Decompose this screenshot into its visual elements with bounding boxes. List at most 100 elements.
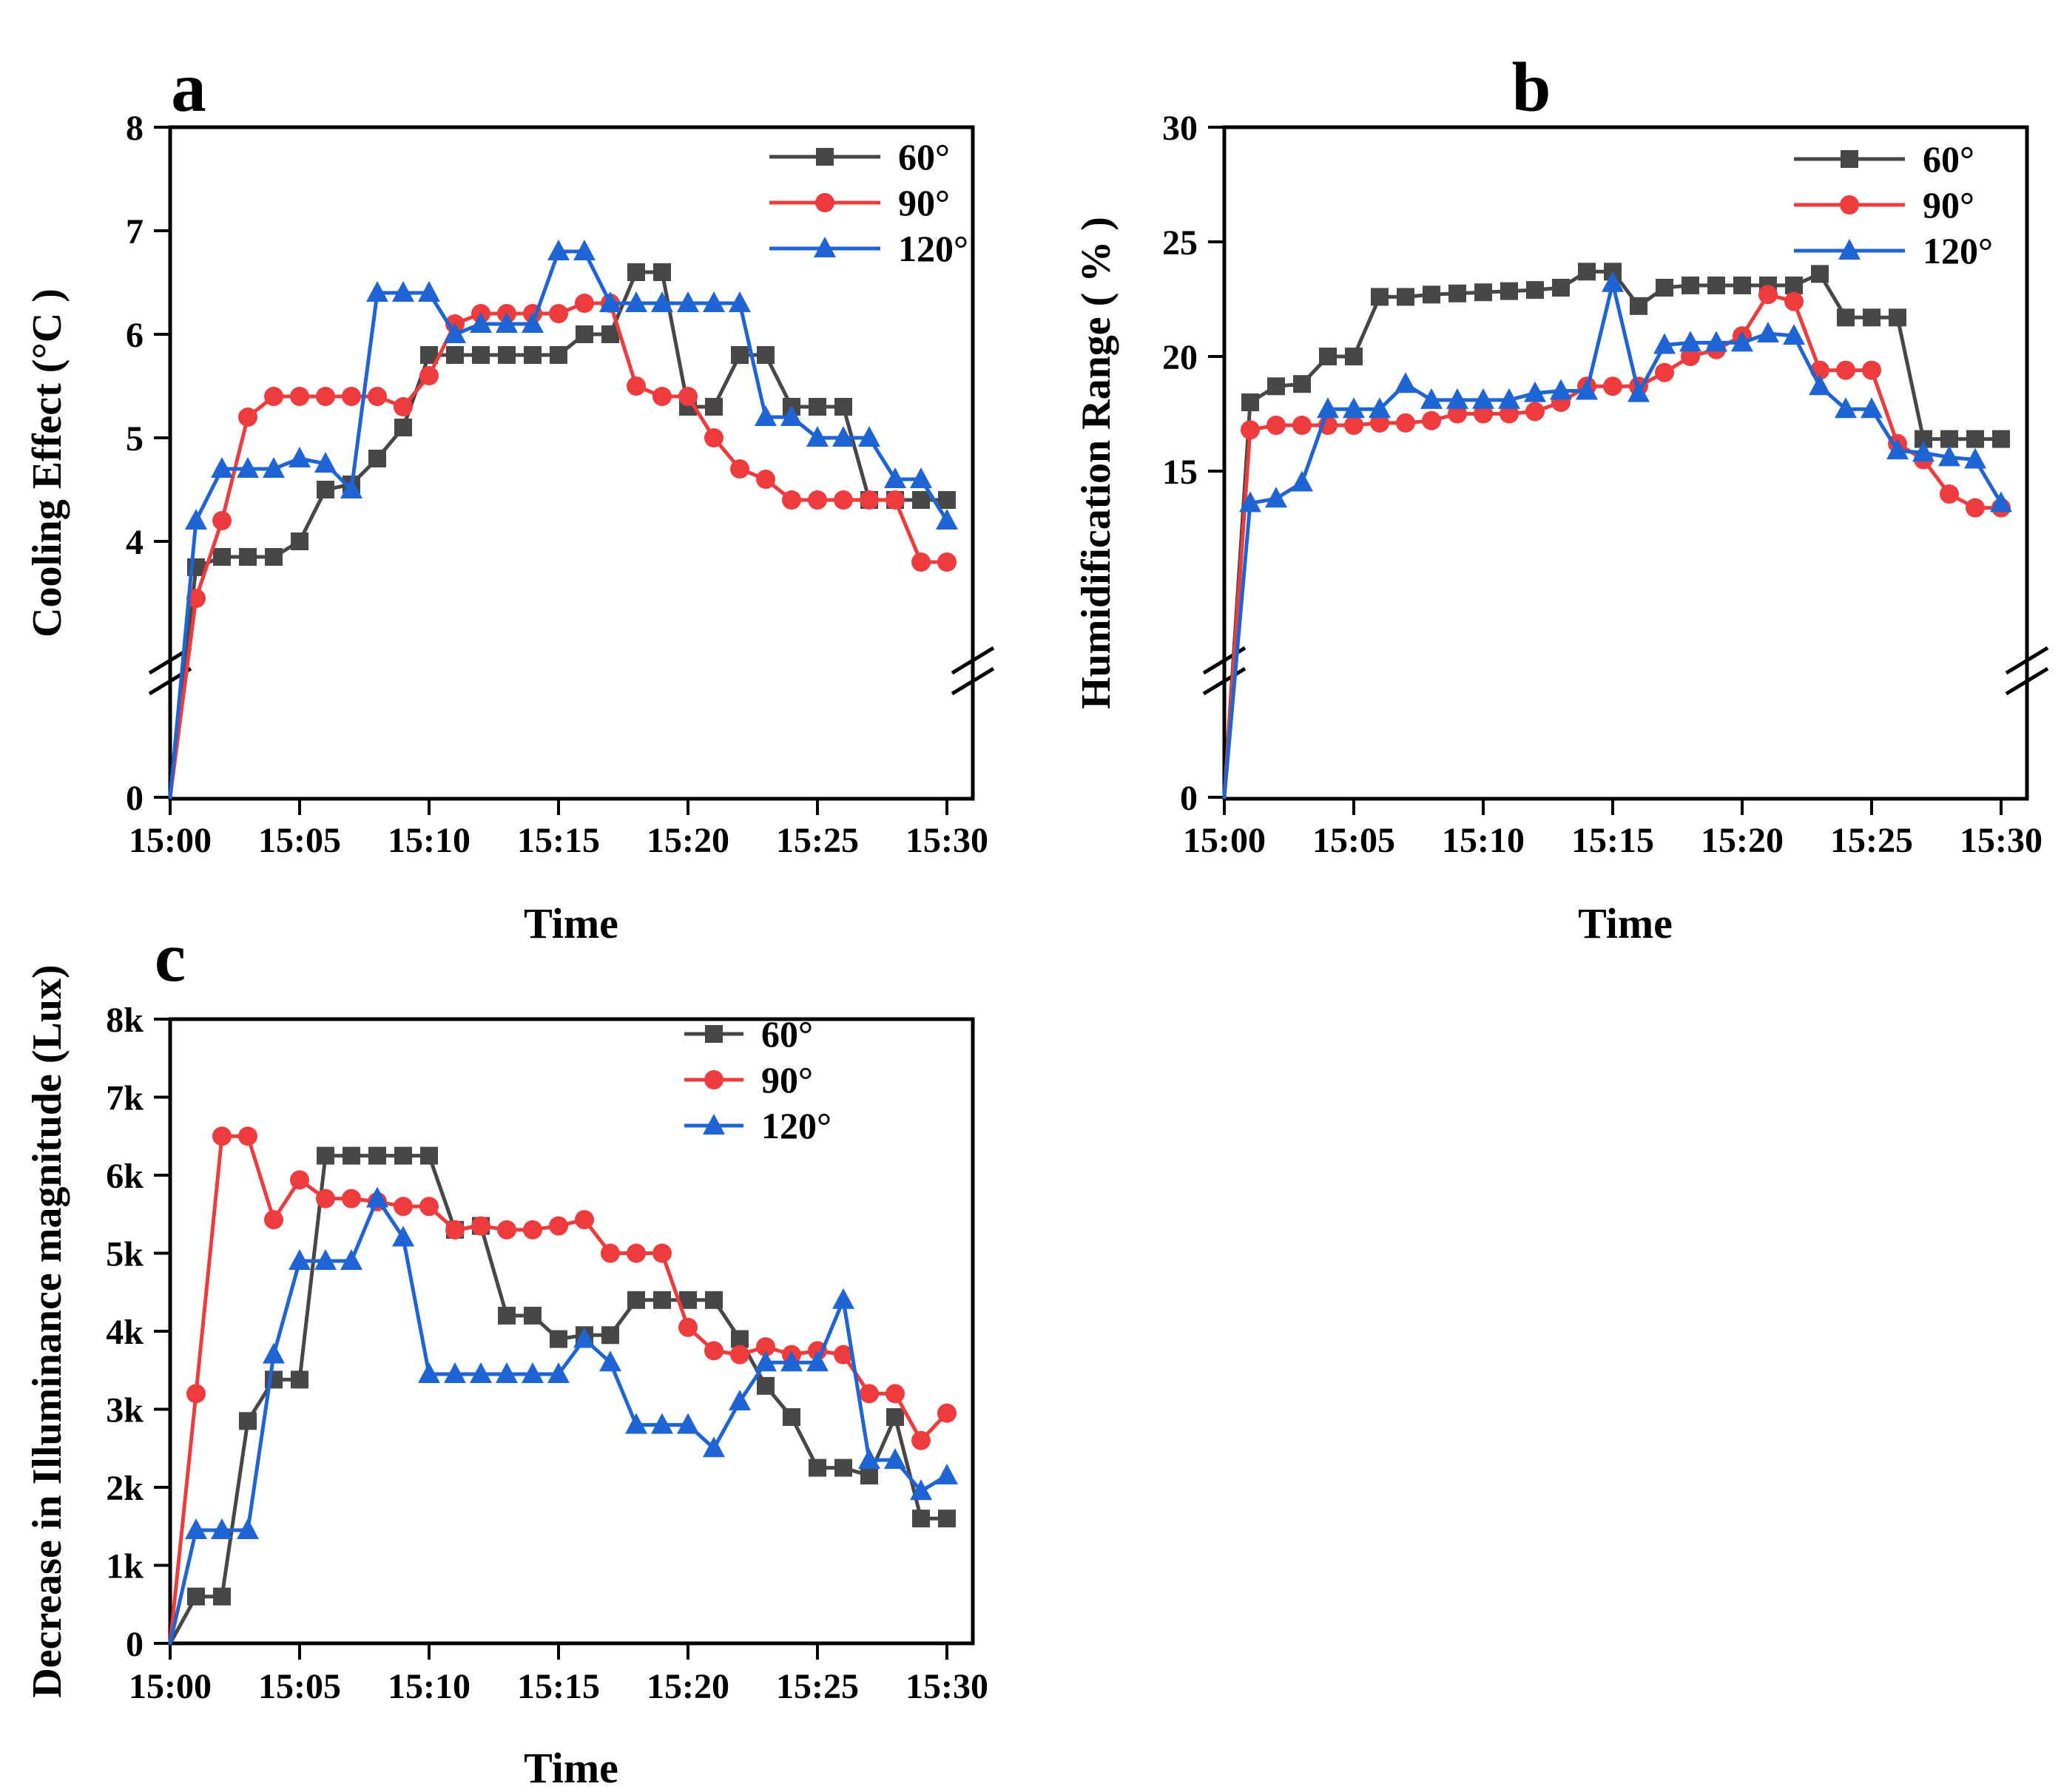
data-point xyxy=(1731,331,1753,352)
data-point xyxy=(729,291,751,312)
data-point xyxy=(1578,263,1596,281)
data-point xyxy=(340,478,362,498)
panel-label: a xyxy=(171,48,206,126)
data-point xyxy=(1474,404,1493,424)
data-point xyxy=(1525,402,1545,422)
data-point xyxy=(1837,308,1855,327)
data-point xyxy=(704,428,723,447)
y-tick-label: 30 xyxy=(1162,109,1198,148)
y-tick-label: 0 xyxy=(126,779,144,818)
data-point xyxy=(1964,447,1986,469)
data-point xyxy=(1446,388,1468,409)
x-axis-title: Time xyxy=(524,1744,618,1788)
data-point xyxy=(1863,308,1880,327)
data-point xyxy=(265,548,283,566)
legend-label: 90° xyxy=(898,182,950,223)
y-tick-label: 25 xyxy=(1162,223,1198,263)
panel-label: c xyxy=(155,918,186,996)
data-point xyxy=(884,1448,906,1470)
data-point xyxy=(576,325,593,343)
data-point xyxy=(1705,331,1727,352)
data-point xyxy=(498,346,516,364)
data-point xyxy=(343,1146,360,1165)
data-point xyxy=(1784,291,1804,311)
data-point xyxy=(573,1327,596,1348)
data-point xyxy=(627,376,646,396)
data-point xyxy=(1472,388,1494,409)
series-markers-120° xyxy=(185,240,958,530)
data-point xyxy=(599,291,621,312)
data-point xyxy=(1912,441,1934,462)
y-tick-label: 3k xyxy=(106,1391,144,1430)
x-tick-label: 15:05 xyxy=(258,1667,341,1706)
data-point xyxy=(368,1146,386,1165)
data-point xyxy=(704,1341,723,1361)
data-point xyxy=(703,291,725,312)
data-point xyxy=(470,312,492,333)
data-point xyxy=(783,1408,800,1427)
data-point xyxy=(420,1146,438,1165)
data-point xyxy=(340,1249,362,1271)
data-point xyxy=(1992,430,2010,448)
data-point xyxy=(1938,445,1960,467)
data-point xyxy=(1811,265,1829,283)
x-tick-label: 15:10 xyxy=(388,1667,470,1706)
data-point xyxy=(1836,360,1855,380)
legend-marker xyxy=(816,148,834,166)
data-point xyxy=(653,263,671,281)
data-point xyxy=(1576,379,1598,400)
data-point xyxy=(860,1467,878,1485)
chart-panel-b: 0 15 20 25 30 15:00 15:05 15:10 15:15 15:20 15:25 1… xyxy=(1073,48,2049,947)
axis-break-mark xyxy=(1202,666,1247,696)
data-point xyxy=(625,1413,647,1434)
data-point xyxy=(1785,276,1803,294)
data-point xyxy=(419,366,439,385)
data-point xyxy=(705,398,723,416)
data-point xyxy=(1397,288,1414,306)
data-point xyxy=(910,467,932,488)
data-point xyxy=(832,426,854,447)
plot-frame xyxy=(1222,125,2029,801)
data-point xyxy=(1319,348,1337,365)
data-point xyxy=(705,1291,723,1309)
data-point xyxy=(550,346,567,364)
data-point xyxy=(290,1170,309,1190)
data-point xyxy=(291,532,308,550)
y-tick-label: 0 xyxy=(126,1625,144,1664)
x-tick-label: 15:25 xyxy=(1830,821,1913,860)
data-point xyxy=(1681,347,1700,366)
data-point xyxy=(237,1518,259,1540)
axis-break-mark xyxy=(2005,666,2049,696)
data-point xyxy=(524,1306,542,1325)
data-point xyxy=(496,1362,518,1384)
y-tick-label: 15 xyxy=(1162,453,1198,492)
data-point xyxy=(213,1587,231,1606)
data-point xyxy=(444,1362,466,1384)
data-point xyxy=(1758,285,1778,305)
data-point xyxy=(1241,393,1259,411)
data-point xyxy=(1940,484,1959,504)
x-tick-label: 15:15 xyxy=(517,821,600,860)
data-point xyxy=(651,1413,673,1434)
data-point xyxy=(263,457,285,478)
data-point xyxy=(522,1362,544,1384)
data-point xyxy=(937,1403,957,1423)
legend-label: 60° xyxy=(761,1013,813,1055)
x-axis-title: Time xyxy=(524,899,618,947)
data-point xyxy=(938,491,956,509)
axis-break-mark xyxy=(2005,646,2049,675)
data-point xyxy=(729,1389,751,1410)
data-point xyxy=(211,457,233,478)
data-point xyxy=(575,294,594,313)
x-tick-label: 15:25 xyxy=(776,1667,859,1706)
data-point xyxy=(1267,377,1285,396)
data-point xyxy=(677,291,699,312)
data-point xyxy=(625,291,647,312)
data-point xyxy=(936,1464,958,1485)
series-markers-120° xyxy=(1239,271,2012,513)
data-point xyxy=(1370,413,1389,433)
data-point xyxy=(731,1330,749,1348)
data-point xyxy=(1292,416,1312,435)
